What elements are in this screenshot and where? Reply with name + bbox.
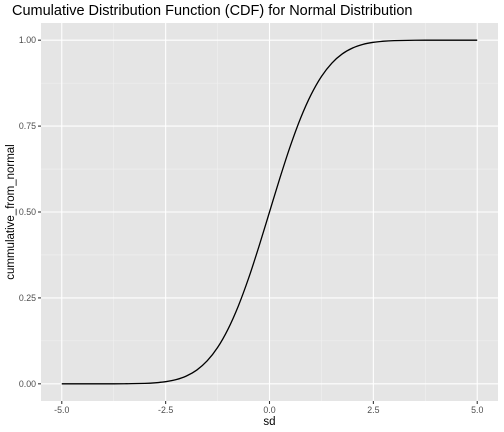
y-tick-label: 0.25 xyxy=(19,293,36,303)
y-tick-label: 0.50 xyxy=(19,207,36,217)
x-tick-label: 0.0 xyxy=(263,405,275,415)
y-axis-title: cummulative_from_normal xyxy=(5,144,17,280)
x-tick-label: 2.5 xyxy=(367,405,379,415)
chart-title: Cumulative Distribution Function (CDF) f… xyxy=(12,3,412,19)
x-axis: -5.0 -2.5 0.0 2.5 5.0 xyxy=(54,401,483,415)
y-tick-label: 0.00 xyxy=(19,379,36,389)
x-tick-label: -5.0 xyxy=(54,405,69,415)
y-tick-label: 0.75 xyxy=(19,121,36,131)
cdf-series-line xyxy=(61,39,478,385)
x-axis-title: sd xyxy=(263,416,275,428)
y-tick-label: 1.00 xyxy=(19,35,36,45)
x-tick-label: -2.5 xyxy=(158,405,173,415)
y-axis: 0.00 0.25 0.50 0.75 1.00 xyxy=(19,35,41,389)
x-tick-label: 5.0 xyxy=(471,405,483,415)
